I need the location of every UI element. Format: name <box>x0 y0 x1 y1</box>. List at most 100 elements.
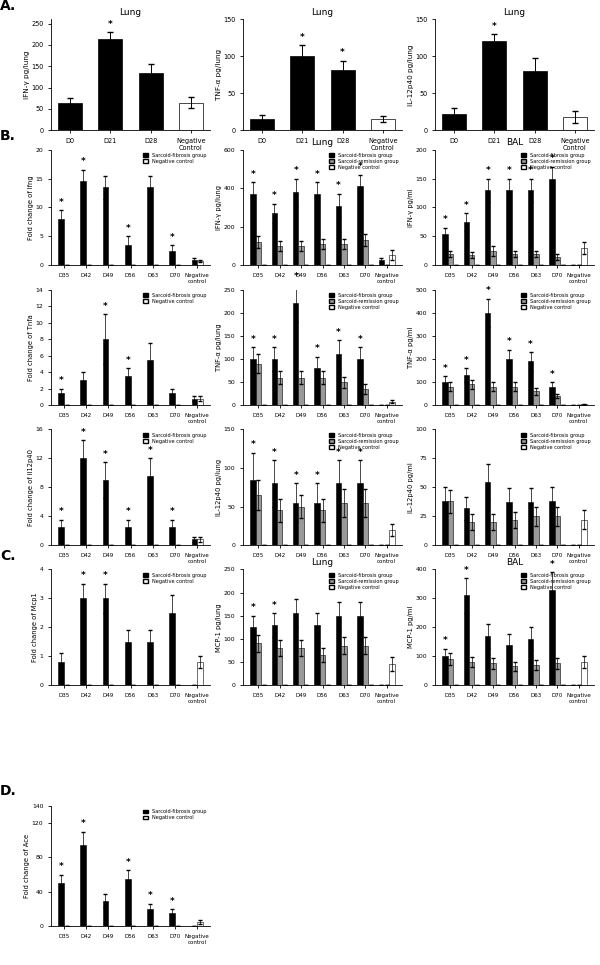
Bar <box>197 399 203 405</box>
Bar <box>293 614 298 685</box>
Bar <box>80 380 86 405</box>
Bar <box>442 656 448 685</box>
Bar <box>563 117 587 130</box>
Bar <box>512 387 517 405</box>
Legend: Sarcoid-fibrosis group, Sarcoid-remission group, Negative control: Sarcoid-fibrosis group, Sarcoid-remissio… <box>520 152 592 171</box>
Title: BAL: BAL <box>506 558 523 567</box>
Text: *: * <box>125 858 130 867</box>
Text: *: * <box>251 440 255 449</box>
Bar <box>371 120 395 130</box>
Text: *: * <box>336 448 341 456</box>
Bar <box>554 257 560 265</box>
Bar <box>58 102 82 130</box>
Y-axis label: IFN-γ pg/lung: IFN-γ pg/lung <box>217 185 223 230</box>
Text: *: * <box>251 603 255 612</box>
Text: *: * <box>293 272 298 282</box>
Bar <box>98 39 122 130</box>
Bar <box>272 359 277 405</box>
Legend: Sarcoid-fibrosis group, Negative control: Sarcoid-fibrosis group, Negative control <box>142 432 208 445</box>
Text: *: * <box>300 33 305 41</box>
Bar <box>490 387 496 405</box>
Text: *: * <box>315 170 320 179</box>
Bar <box>362 646 368 685</box>
Bar <box>554 396 560 405</box>
Bar <box>389 664 395 685</box>
Text: *: * <box>315 471 320 480</box>
Bar <box>442 234 448 265</box>
Text: *: * <box>485 166 490 175</box>
Bar <box>448 659 453 685</box>
Bar <box>442 114 466 130</box>
Bar <box>272 625 277 685</box>
Text: *: * <box>81 427 86 437</box>
Bar <box>581 520 587 545</box>
Bar <box>357 483 362 545</box>
Title: Lung: Lung <box>311 138 334 148</box>
Bar <box>389 530 395 545</box>
Bar <box>512 254 517 265</box>
Bar <box>256 242 261 265</box>
Bar <box>442 382 448 405</box>
Bar <box>58 662 64 685</box>
Legend: Sarcoid-fibrosis group, Sarcoid-remission group, Negative control: Sarcoid-fibrosis group, Sarcoid-remissio… <box>520 432 592 451</box>
Bar <box>549 590 554 685</box>
Bar <box>277 648 283 685</box>
Bar <box>506 503 512 545</box>
Bar <box>314 503 320 545</box>
Bar <box>58 527 64 545</box>
Text: B.: B. <box>0 128 16 143</box>
Bar <box>528 503 533 545</box>
Text: *: * <box>59 376 64 385</box>
Text: *: * <box>485 287 490 295</box>
Bar <box>549 179 554 265</box>
Bar <box>469 384 475 405</box>
Text: *: * <box>443 364 447 372</box>
Bar <box>506 645 512 685</box>
Bar <box>58 393 64 405</box>
Bar <box>298 246 304 265</box>
Bar <box>256 644 261 685</box>
Bar <box>191 399 197 405</box>
Bar <box>125 245 131 265</box>
Text: *: * <box>272 191 277 200</box>
Bar <box>523 71 547 130</box>
Text: *: * <box>125 224 130 233</box>
Bar <box>58 883 64 926</box>
Text: *: * <box>125 356 130 365</box>
Text: *: * <box>464 356 469 365</box>
Bar <box>197 923 203 926</box>
Bar <box>506 190 512 265</box>
Bar <box>549 501 554 545</box>
Bar <box>169 251 175 265</box>
Text: *: * <box>293 166 298 175</box>
Bar <box>533 516 539 545</box>
Bar <box>125 642 131 685</box>
Title: Lung: Lung <box>503 8 526 17</box>
Text: *: * <box>251 170 255 179</box>
Text: *: * <box>170 896 175 905</box>
Bar <box>298 377 304 405</box>
Text: *: * <box>170 233 175 241</box>
Bar <box>179 102 203 130</box>
Bar <box>169 613 175 685</box>
Bar <box>80 181 86 265</box>
Bar <box>581 404 587 405</box>
Text: *: * <box>492 22 497 31</box>
Bar <box>490 251 496 265</box>
Legend: Sarcoid-fibrosis group, Sarcoid-remission group, Negative control: Sarcoid-fibrosis group, Sarcoid-remissio… <box>328 152 400 171</box>
Text: *: * <box>148 446 152 455</box>
Bar <box>490 522 496 545</box>
Bar <box>250 194 256 265</box>
Text: *: * <box>81 571 86 580</box>
Bar <box>314 369 320 405</box>
Bar <box>125 376 131 405</box>
Y-axis label: Fold change of Ifng: Fold change of Ifng <box>28 176 34 239</box>
Bar <box>277 246 283 265</box>
Bar <box>250 627 256 685</box>
Bar <box>528 190 533 265</box>
Bar <box>379 260 384 265</box>
Legend: Sarcoid-fibrosis group, Sarcoid-remission group, Negative control: Sarcoid-fibrosis group, Sarcoid-remissio… <box>520 572 592 591</box>
Bar <box>464 375 469 405</box>
Bar <box>469 255 475 265</box>
Bar <box>80 598 86 685</box>
